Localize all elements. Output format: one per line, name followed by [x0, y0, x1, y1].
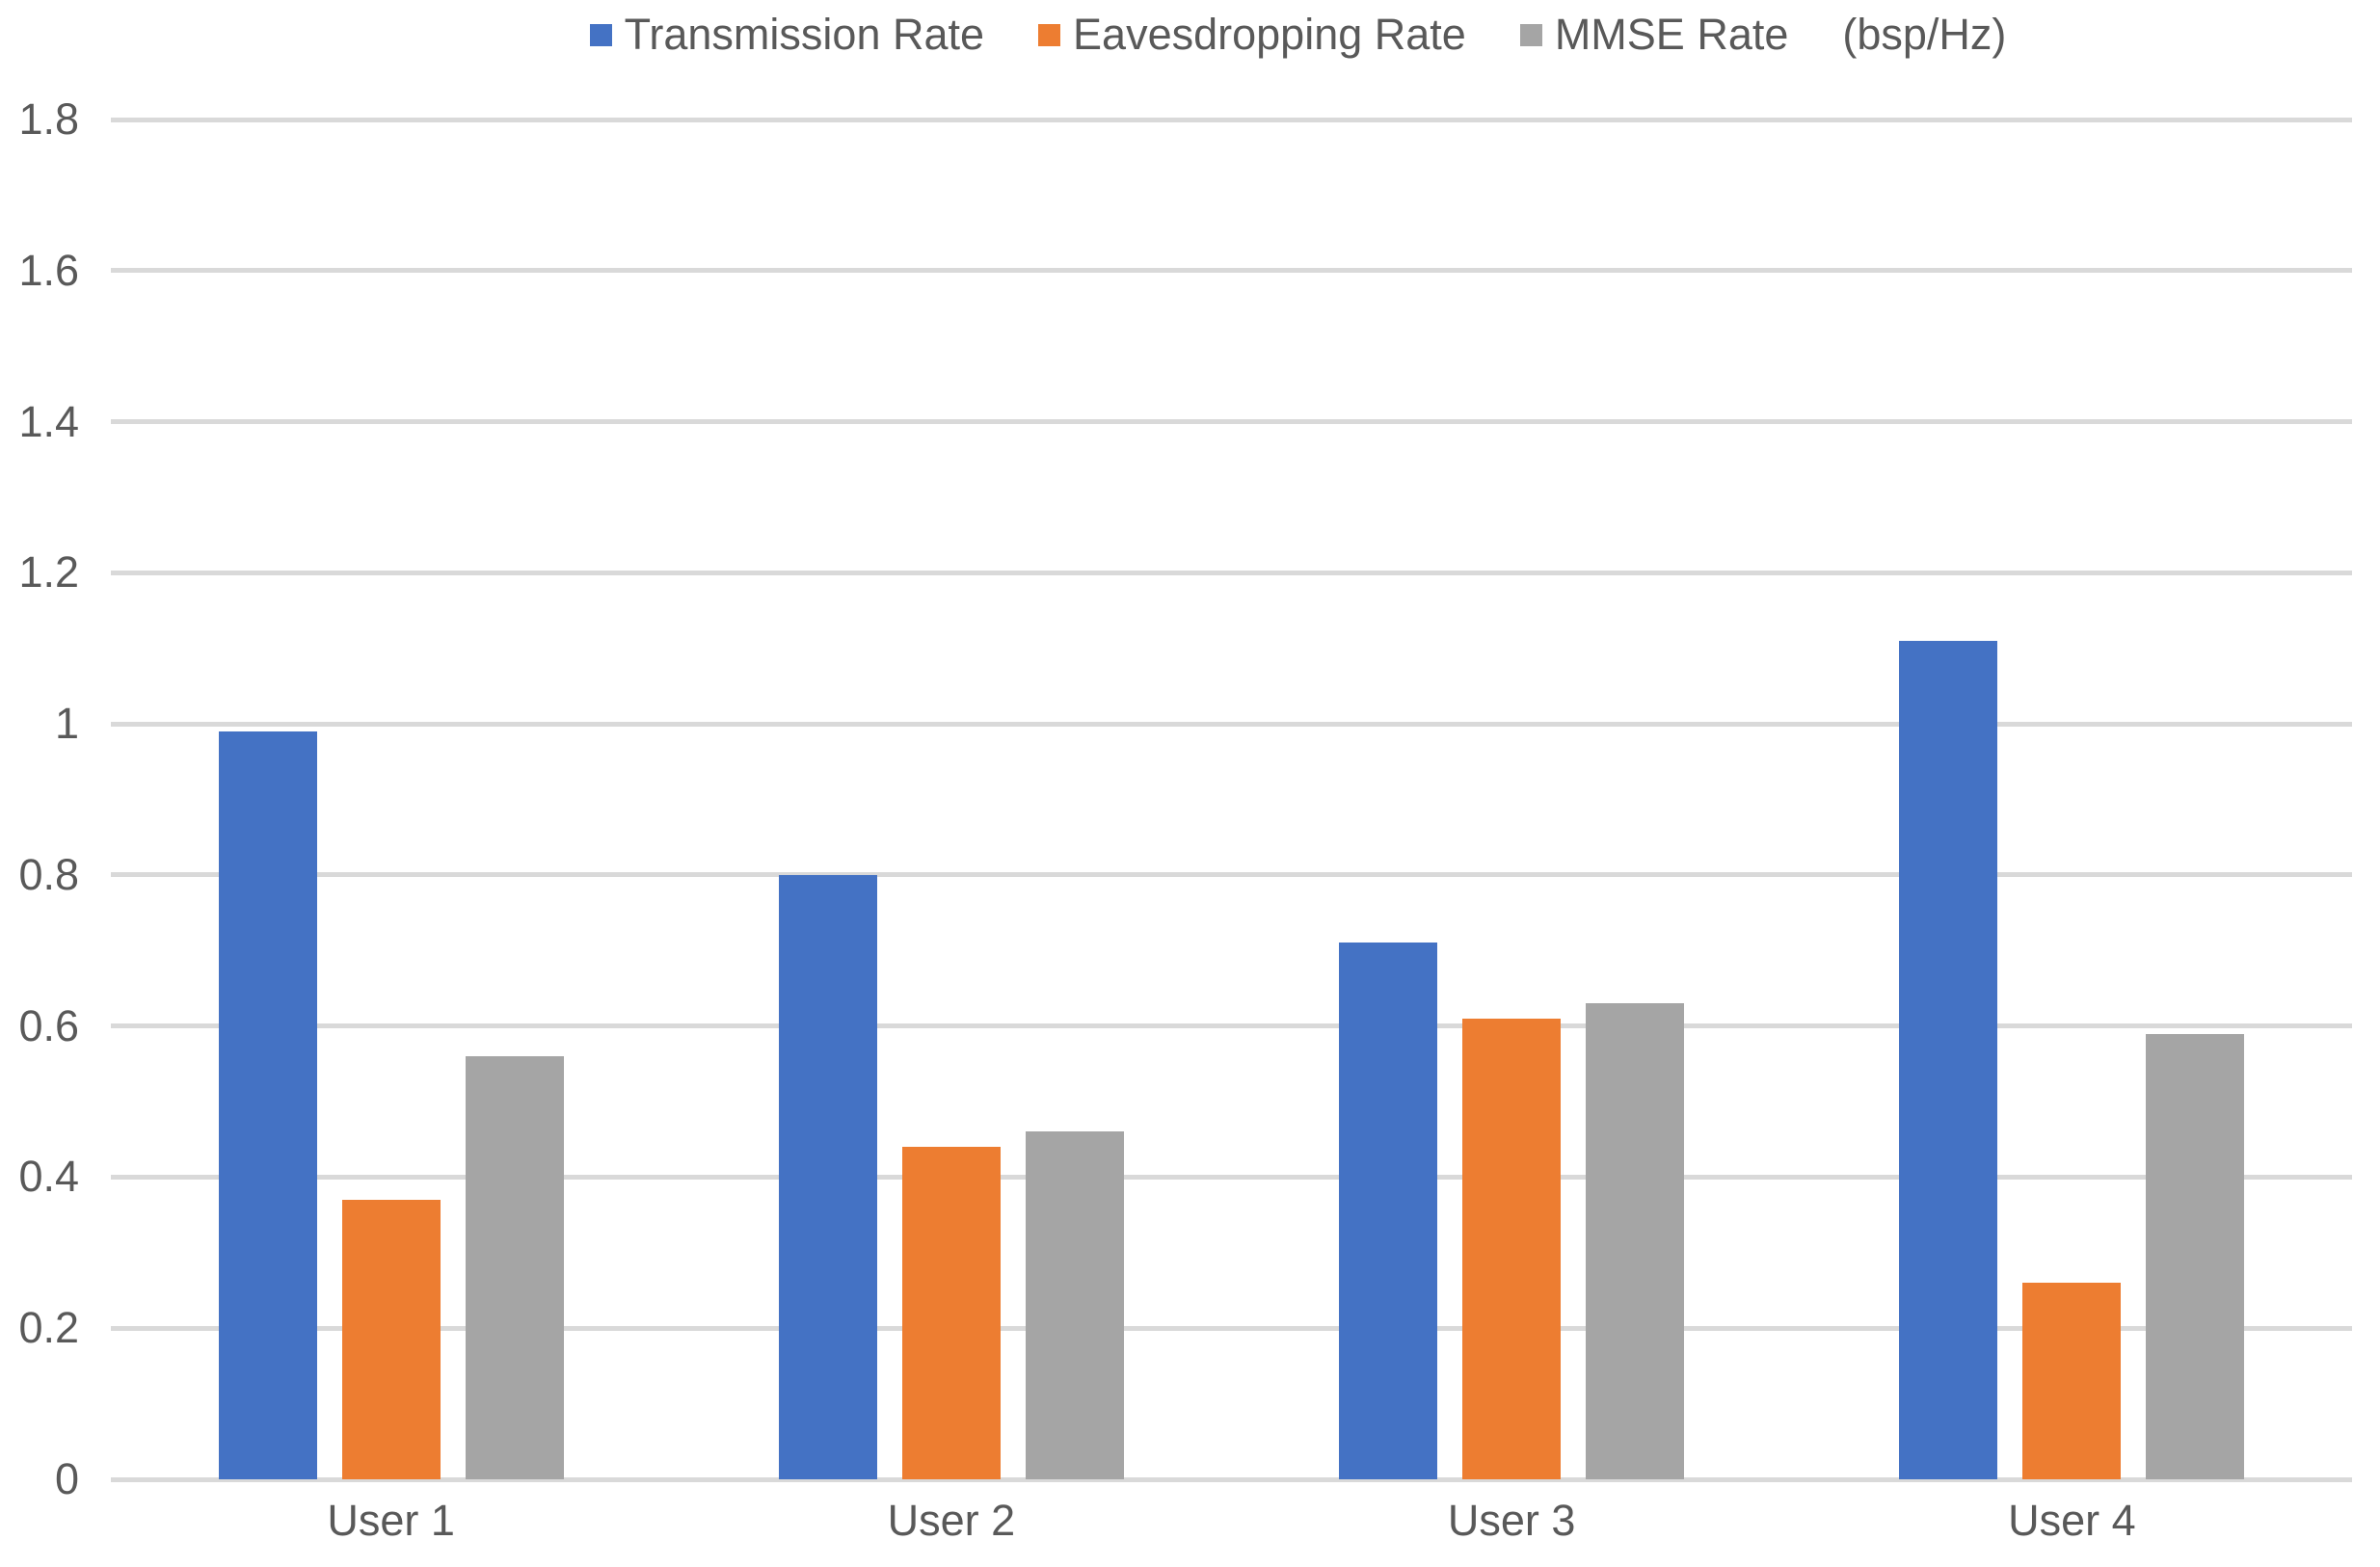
x-axis-category-label: User 4 [2008, 1496, 2136, 1545]
gridline [111, 570, 2352, 575]
y-axis-tick-label: 1 [54, 699, 79, 749]
legend-item-mmse-rate: MMSE Rate [1519, 8, 1789, 62]
gridline [111, 872, 2352, 878]
bar-eavesdropping-rate-user-4 [2022, 1283, 2122, 1479]
legend-unit-label: (bsp/Hz) [1842, 10, 2007, 59]
gridline [111, 268, 2352, 274]
x-axis-category-label: User 1 [327, 1496, 455, 1545]
y-axis-tick-label: 1.6 [18, 245, 79, 295]
gridline [111, 117, 2352, 122]
gridline [111, 1174, 2352, 1180]
gridline [111, 419, 2352, 425]
y-axis-tick-label: 0.2 [18, 1303, 79, 1353]
gridline [111, 1476, 2352, 1482]
y-axis-tick-label: 1.4 [18, 396, 79, 446]
bar-transmission-rate-user-1 [218, 730, 317, 1479]
gridline [111, 1023, 2352, 1029]
x-axis-category-label: User 3 [1447, 1496, 1576, 1545]
transmission-rate-swatch-icon [589, 23, 612, 46]
y-axis-tick-label: 0.8 [18, 849, 79, 899]
bar-mmse-rate-user-1 [465, 1056, 564, 1479]
gridline [111, 721, 2352, 727]
bar-transmission-rate-user-4 [1899, 640, 1998, 1479]
bar-transmission-rate-user-3 [1339, 943, 1438, 1479]
legend-item-eavesdropping-rate: Eavesdropping Rate [1038, 8, 1466, 62]
bar-eavesdropping-rate-user-1 [341, 1199, 441, 1479]
legend-label: MMSE Rate [1554, 10, 1789, 59]
legend-label: Eavesdropping Rate [1073, 10, 1466, 59]
y-axis-tick-label: 0 [54, 1454, 79, 1503]
eavesdropping-rate-swatch-icon [1038, 23, 1061, 46]
bar-mmse-rate-user-2 [1025, 1131, 1124, 1479]
bar-eavesdropping-rate-user-2 [901, 1147, 1001, 1479]
legend-label: Transmission Rate [624, 10, 985, 59]
bar-transmission-rate-user-2 [778, 874, 877, 1479]
gridline [111, 1325, 2352, 1331]
y-axis-tick-label: 0.6 [18, 1000, 79, 1050]
x-axis-category-label: User 2 [887, 1496, 1016, 1545]
y-axis-tick-label: 1.8 [18, 94, 79, 144]
chart-legend: Transmission Rate Eavesdropping Rate MMSE … [0, 8, 2380, 62]
mmse-rate-swatch-icon [1519, 23, 1542, 46]
legend-item-transmission-rate: Transmission Rate [589, 8, 985, 62]
plot-area [111, 117, 2352, 1482]
y-axis-tick-label: 1.2 [18, 547, 79, 598]
bar-mmse-rate-user-3 [1586, 1003, 1685, 1479]
bar-eavesdropping-rate-user-3 [1462, 1018, 1562, 1479]
y-axis-tick-label: 0.4 [18, 1152, 79, 1202]
bar-mmse-rate-user-4 [2146, 1033, 2245, 1479]
